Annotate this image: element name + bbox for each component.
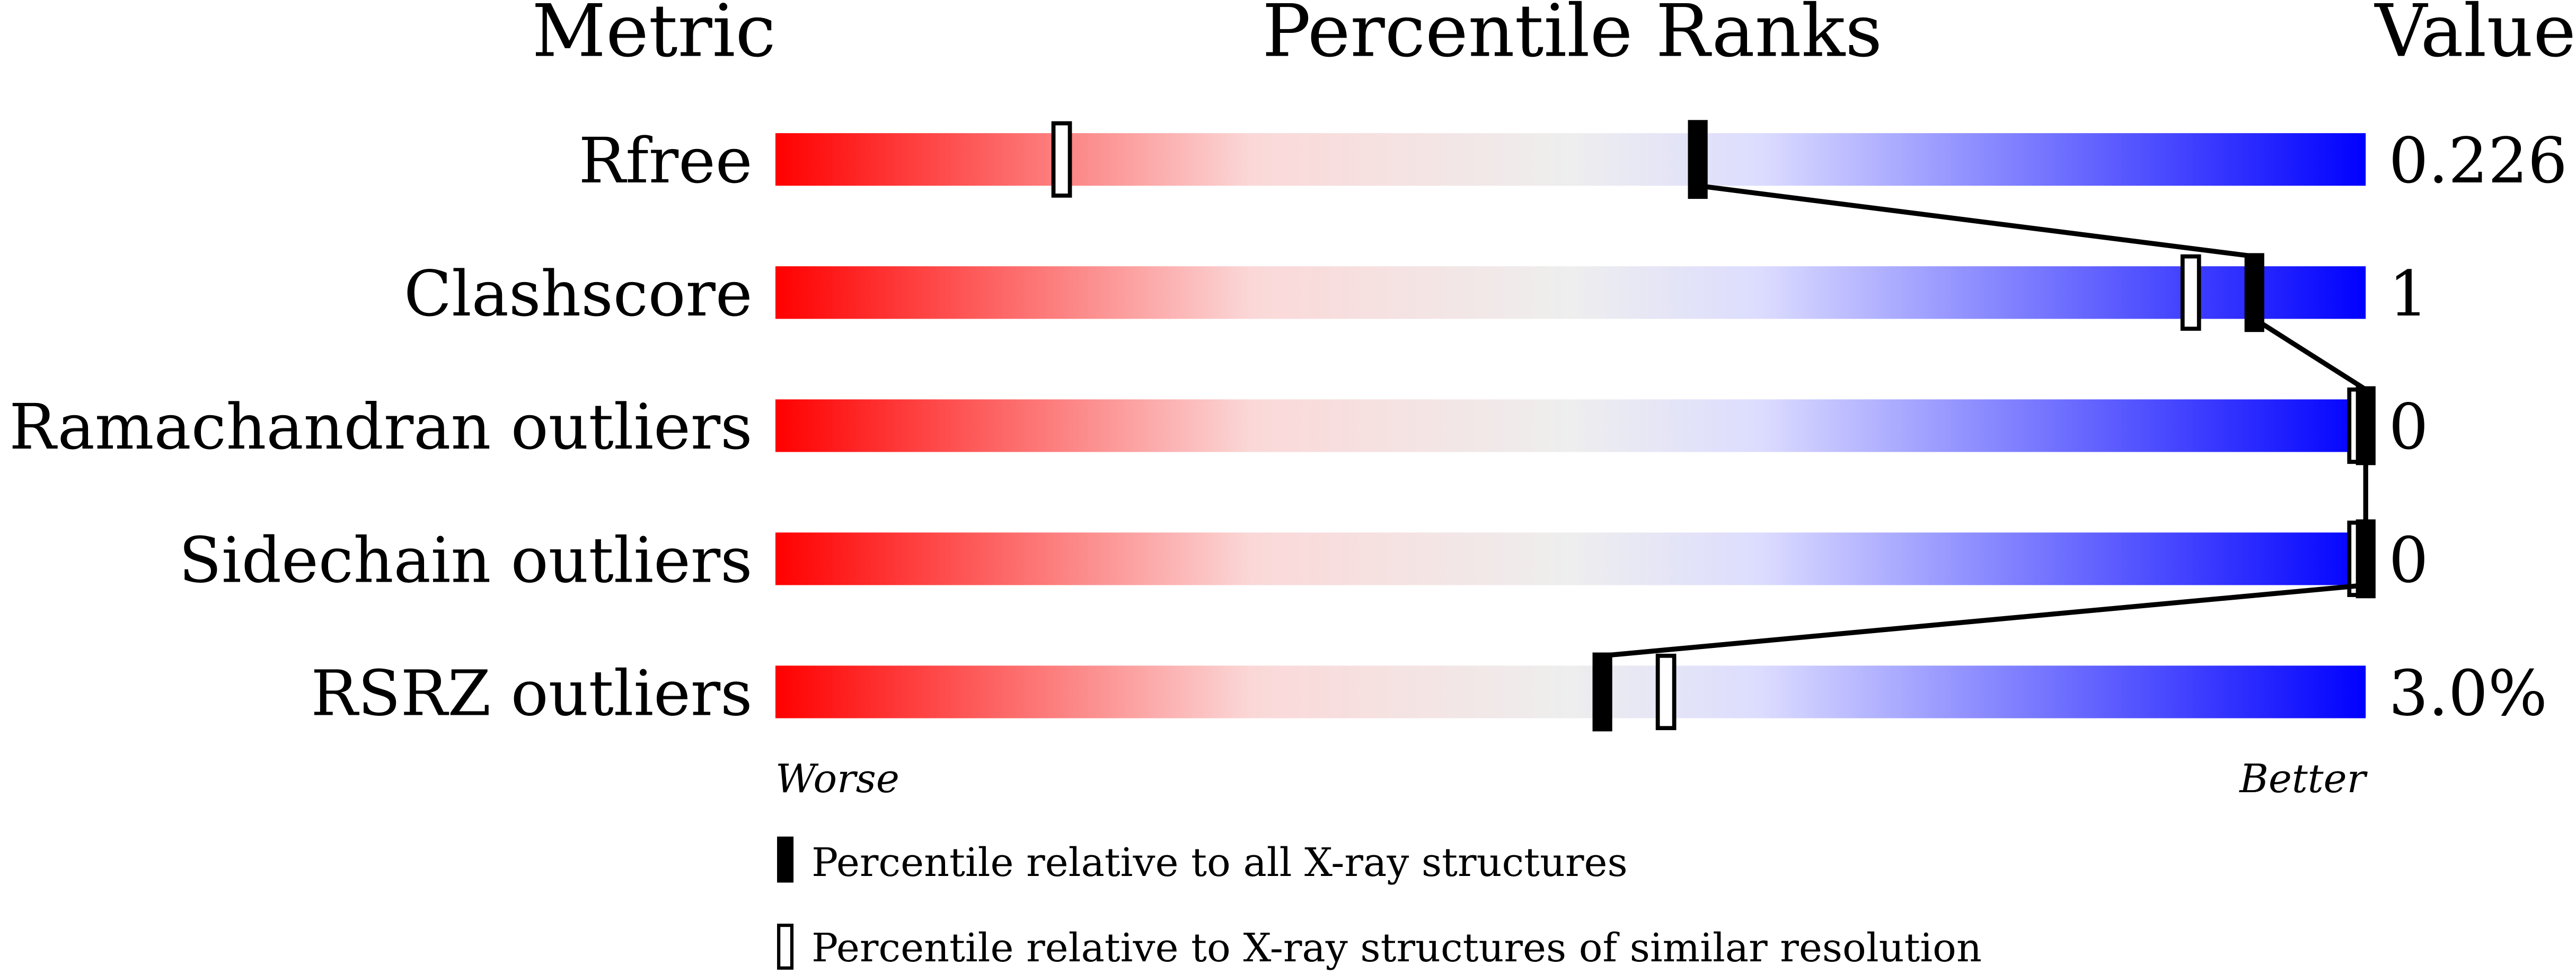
metric-label: Ramachandran outliers: [9, 391, 752, 463]
metric-value: 0.226: [2389, 125, 2568, 197]
legend-all: Percentile relative to all X-ray structu…: [811, 839, 1628, 886]
metric-label: Sidechain outliers: [179, 524, 752, 597]
metric-value: 3.0%: [2389, 657, 2547, 730]
legend-open-marker: [777, 923, 794, 970]
metric-label: RSRZ outliers: [311, 657, 752, 730]
connector-line: [2253, 317, 2367, 392]
all-structures-marker: [1592, 652, 1612, 732]
percentile-bar: [775, 665, 2366, 718]
header-value: Value: [2374, 0, 2576, 73]
similar-resolution-marker: [1655, 653, 1677, 730]
connector-line: [1697, 183, 2255, 259]
header-metric: Metric: [532, 0, 775, 73]
similar-resolution-marker: [1051, 121, 1072, 198]
metric-value: 0: [2389, 391, 2429, 463]
legend-similar: Percentile relative to X-ray structures …: [811, 925, 1982, 971]
legend-filled-marker: [777, 836, 794, 883]
percentile-bar: [775, 266, 2366, 319]
metric-label: Clashscore: [404, 258, 753, 330]
metric-value: 1: [2389, 258, 2429, 330]
connector-line: [1602, 582, 2366, 659]
metric-value: 0: [2389, 524, 2429, 597]
worse-label: Worse: [775, 756, 899, 802]
percentile-bar: [775, 532, 2366, 585]
better-label: Better: [2238, 756, 2368, 802]
percentile-bar: [775, 133, 2366, 186]
metric-label: Rfree: [579, 125, 753, 197]
similar-resolution-marker: [2180, 254, 2201, 331]
percentile-bar: [775, 399, 2366, 452]
header-percentile: Percentile Ranks: [1262, 0, 1882, 73]
